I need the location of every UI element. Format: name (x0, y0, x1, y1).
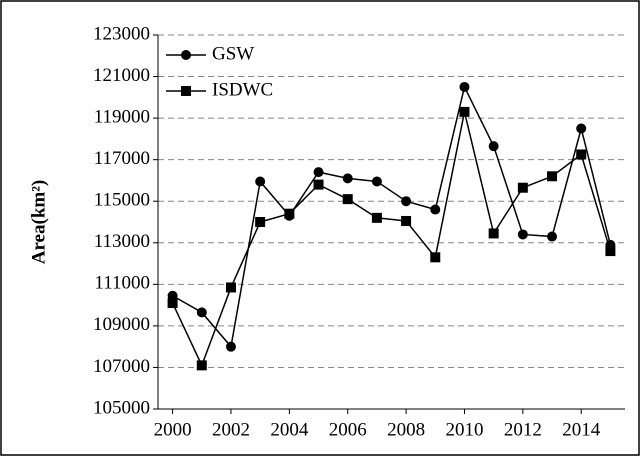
marker (225, 282, 236, 293)
y-tick-label: 109000 (93, 314, 150, 335)
marker (488, 228, 499, 239)
marker (459, 106, 470, 117)
y-tick-label: 119000 (94, 106, 150, 127)
marker (196, 307, 207, 318)
marker (255, 217, 266, 227)
marker (167, 298, 178, 309)
x-tick-label: 2010 (445, 419, 483, 440)
marker (225, 341, 236, 352)
marker (313, 179, 324, 190)
x-tick-label: 2004 (270, 419, 309, 440)
marker (576, 123, 587, 134)
x-tick-label: 2014 (562, 419, 601, 440)
series-line (172, 84, 612, 349)
marker (576, 149, 587, 160)
marker (547, 171, 558, 182)
marker (488, 141, 499, 152)
marker (430, 204, 441, 215)
x-tick-label: 2000 (154, 419, 192, 440)
y-tick-label: 113000 (94, 231, 150, 252)
y-tick-label: 121000 (93, 65, 150, 86)
marker (181, 50, 191, 60)
marker (401, 215, 412, 226)
marker (430, 252, 441, 263)
marker (401, 196, 412, 207)
marker (342, 194, 353, 205)
y-tick-label: 115000 (94, 190, 150, 211)
x-tick-label: 2012 (504, 419, 542, 440)
x-tick-label: 2002 (212, 419, 250, 440)
y-tick-label: 107000 (93, 356, 150, 377)
marker (196, 360, 207, 371)
marker (255, 176, 266, 187)
y-tick-label: 123000 (93, 23, 150, 44)
marker (547, 231, 558, 242)
marker (517, 182, 528, 193)
marker (371, 212, 382, 223)
series-line (171, 111, 612, 368)
marker (517, 229, 528, 240)
marker (181, 86, 191, 96)
marker (371, 176, 382, 187)
marker (342, 173, 353, 184)
y-tick-label: 117000 (94, 148, 150, 169)
marker (313, 167, 324, 178)
marker (284, 208, 295, 219)
marker (605, 246, 616, 257)
legend-label: ISDWC (212, 79, 273, 100)
x-tick-label: 2008 (387, 419, 425, 440)
marker (459, 81, 470, 92)
y-tick-label: 105000 (93, 397, 150, 418)
y-axis-label: Area(km²) (28, 180, 49, 265)
legend-label: GSW (212, 43, 254, 64)
y-tick-label: 111000 (94, 273, 150, 294)
x-tick-label: 2006 (329, 419, 367, 440)
